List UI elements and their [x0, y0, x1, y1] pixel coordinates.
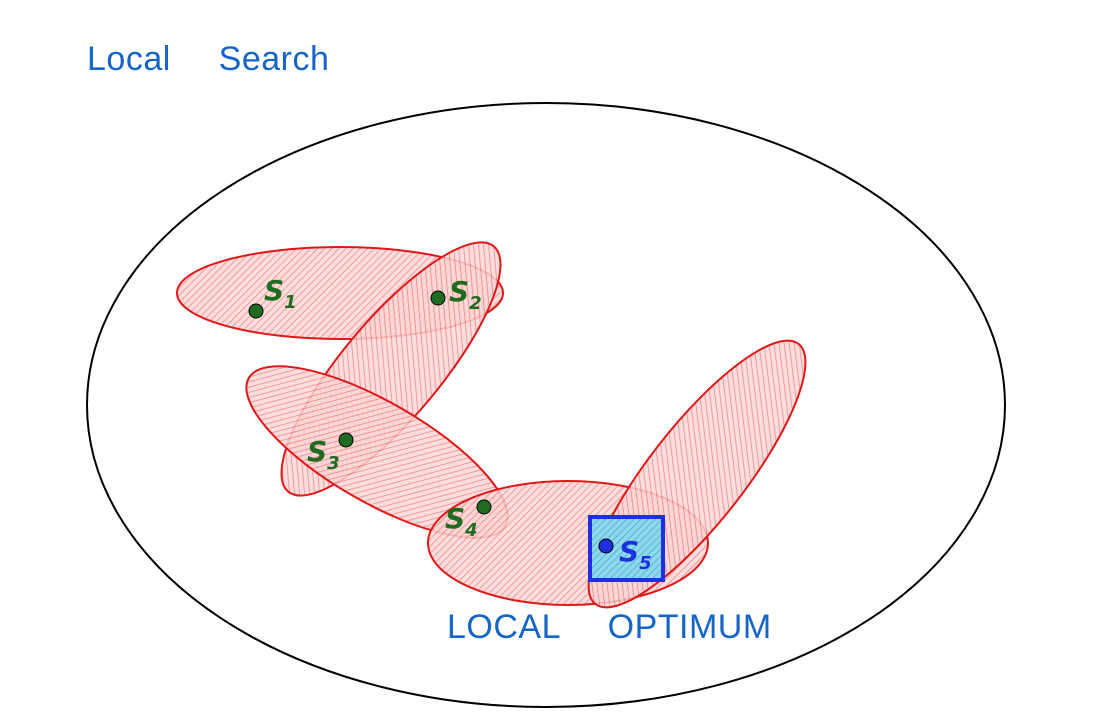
- local-optimum-label: LOCAL OPTIMUM: [447, 608, 772, 646]
- diagram-title: Local Search: [87, 40, 330, 78]
- solution-point-s1: [248, 303, 264, 319]
- solution-point-s3: [338, 432, 354, 448]
- solution-labels: S1 S2 S3 S4 S5: [264, 274, 652, 574]
- solution-label-s3: S3: [307, 435, 340, 474]
- solution-label-s4: S4: [445, 502, 478, 541]
- solution-label-s5: S5: [619, 535, 652, 574]
- solution-point-s5: [598, 538, 614, 554]
- solution-label-s2: S2: [449, 275, 482, 314]
- solution-point-s4: [476, 499, 492, 515]
- solution-point-s2: [430, 290, 446, 306]
- neighborhood-s5: [587, 339, 807, 609]
- solution-label-s1: S1: [264, 274, 297, 313]
- search-space-ellipse: [86, 102, 1006, 708]
- solution-points: [248, 290, 614, 554]
